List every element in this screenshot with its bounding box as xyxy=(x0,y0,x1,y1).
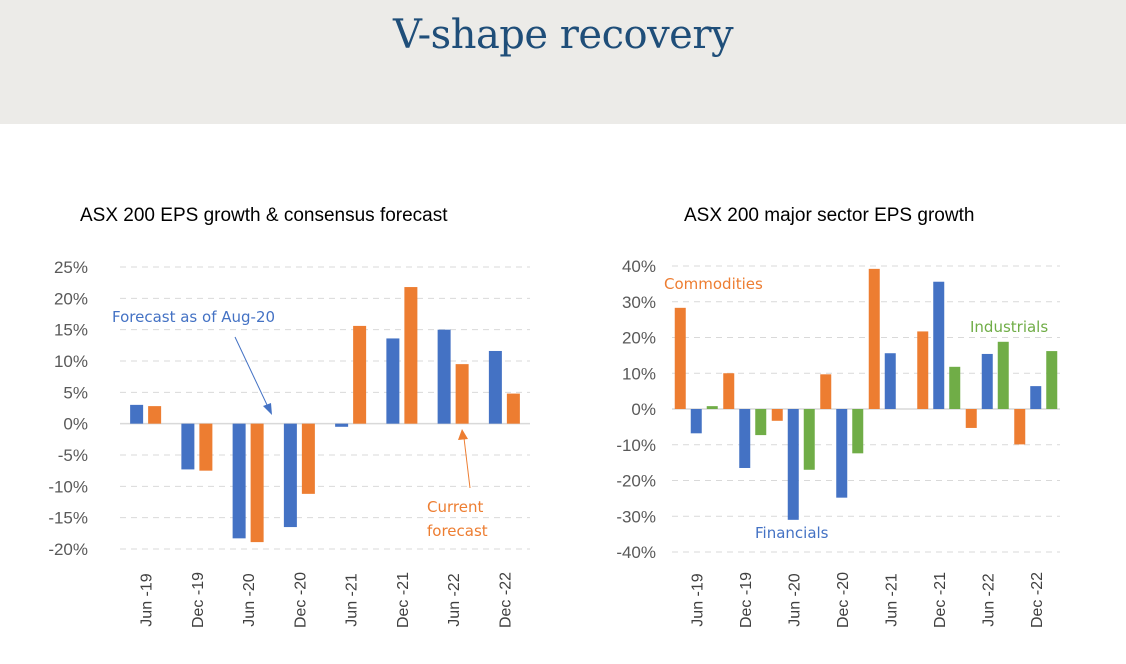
arrow-head-icon xyxy=(263,403,272,415)
y-tick-label: 20% xyxy=(622,329,656,348)
annotation-arrow-orange xyxy=(463,437,471,489)
y-tick-label: 10% xyxy=(54,352,88,371)
y-tick-label: 5% xyxy=(63,383,88,402)
chart-1: 25% 20% 15% 10% 5% 0% -5% -10% -15% -20% Jun -19 De… xyxy=(48,258,530,628)
bar-industrials xyxy=(949,366,961,409)
annotation-arrow-blue xyxy=(234,336,269,408)
bar-financials xyxy=(981,353,993,409)
bar-commodities xyxy=(1014,409,1026,445)
bar-current-forecast xyxy=(148,406,162,424)
bar-commodities xyxy=(820,374,832,409)
bar-forecast-as-of-aug-20 xyxy=(181,423,195,470)
bar-current-forecast xyxy=(455,364,469,424)
bar-current-forecast xyxy=(506,393,520,424)
x-tick-label: Jun -21 xyxy=(883,573,900,626)
bar-financials xyxy=(739,409,751,468)
x-tick-label: Dec -20 xyxy=(835,572,852,628)
chart-2: 40% 30% 20% 10% 0% -10% -20% -30% -40% Jun -19 Dec… xyxy=(616,257,1060,628)
x-tick-label: Jun -22 xyxy=(446,573,463,626)
y-tick-label: -20% xyxy=(616,472,656,491)
bar-industrials xyxy=(852,409,864,454)
x-tick-label: Dec -21 xyxy=(932,572,949,628)
y-tick-label: 0% xyxy=(631,400,656,419)
y-tick-label: -15% xyxy=(48,509,88,528)
x-tick-label: Dec -22 xyxy=(1029,572,1046,628)
bar-financials xyxy=(933,281,945,409)
y-tick-label: -10% xyxy=(48,477,88,496)
y-tick-label: -30% xyxy=(616,507,656,526)
y-tick-label: -20% xyxy=(48,540,88,559)
bar-commodities xyxy=(723,373,735,409)
bar-current-forecast xyxy=(353,325,367,424)
y-tick-label: -10% xyxy=(616,436,656,455)
header-band: V-shape recovery xyxy=(0,0,1126,124)
x-tick-label: Jun -19 xyxy=(139,573,156,626)
bar-industrials xyxy=(706,406,718,409)
bar-industrials xyxy=(803,409,815,470)
annotation-forecast-aug-20: Forecast as of Aug-20 xyxy=(112,308,275,326)
bar-commodities xyxy=(965,409,977,428)
annotation-commodities: Commodities xyxy=(664,275,763,293)
x-tick-label: Jun -21 xyxy=(344,573,361,626)
y-tick-label: 40% xyxy=(622,257,656,276)
bar-industrials xyxy=(1046,351,1058,409)
y-tick-label: 25% xyxy=(54,258,88,277)
x-tick-label: Dec -19 xyxy=(738,572,755,628)
x-tick-label: Dec -22 xyxy=(497,572,514,628)
bar-financials xyxy=(787,409,799,520)
x-tick-label: Dec -20 xyxy=(292,572,309,628)
x-tick-label: Jun -20 xyxy=(786,573,803,626)
arrow-head-icon xyxy=(458,429,468,440)
y-tick-label: -5% xyxy=(58,446,88,465)
annotation-financials: Financials xyxy=(755,524,829,542)
y-tick-label: 20% xyxy=(54,289,88,308)
y-tick-label: 10% xyxy=(622,364,656,383)
bar-commodities xyxy=(917,331,929,409)
y-tick-label: -40% xyxy=(616,543,656,562)
x-tick-label: Dec -19 xyxy=(190,572,207,628)
bar-financials xyxy=(836,409,848,498)
bar-forecast-as-of-aug-20 xyxy=(130,404,144,424)
bar-financials xyxy=(884,353,896,409)
y-tick-label: 30% xyxy=(622,293,656,312)
page-title: V-shape recovery xyxy=(392,12,734,58)
bar-forecast-as-of-aug-20 xyxy=(283,423,297,528)
annotation-current-forecast-line1: Current xyxy=(427,498,483,516)
bar-forecast-as-of-aug-20 xyxy=(437,329,451,424)
x-tick-label: Jun -19 xyxy=(689,573,706,626)
bar-commodities xyxy=(868,268,880,409)
bar-forecast-as-of-aug-20 xyxy=(386,338,400,424)
bar-commodities xyxy=(674,307,686,409)
x-tick-label: Dec -21 xyxy=(395,572,412,628)
y-tick-label: 0% xyxy=(63,415,88,434)
bar-industrials xyxy=(997,341,1009,409)
bar-forecast-as-of-aug-20 xyxy=(232,423,246,539)
bar-financials xyxy=(690,409,702,434)
x-tick-label: Jun -22 xyxy=(980,573,997,626)
x-tick-label: Jun -20 xyxy=(241,573,258,626)
annotation-industrials: Industrials xyxy=(970,318,1048,336)
bar-forecast-as-of-aug-20 xyxy=(335,423,349,427)
bar-financials xyxy=(1030,386,1042,409)
bar-current-forecast xyxy=(404,287,418,424)
chart1-title: ASX 200 EPS growth & consensus forecast xyxy=(80,205,448,226)
bar-current-forecast xyxy=(301,423,315,494)
chart2-title: ASX 200 major sector EPS growth xyxy=(684,205,975,226)
bar-industrials xyxy=(755,409,767,436)
bar-current-forecast xyxy=(250,423,264,543)
annotation-current-forecast-line2: forecast xyxy=(427,522,488,540)
bar-current-forecast xyxy=(199,423,213,471)
bar-commodities xyxy=(771,409,783,421)
bar-forecast-as-of-aug-20 xyxy=(488,350,502,424)
y-tick-label: 15% xyxy=(54,321,88,340)
